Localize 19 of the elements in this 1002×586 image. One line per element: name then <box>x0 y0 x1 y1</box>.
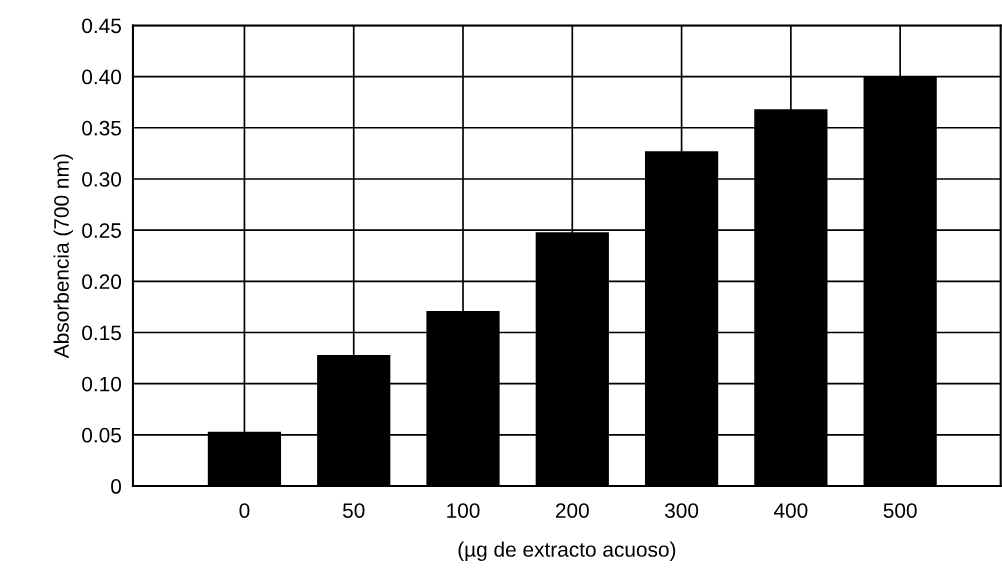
x-tick-label: 0 <box>239 503 250 518</box>
y-tick-label: 0 <box>111 479 122 494</box>
y-tick-label: 0.20 <box>82 274 122 290</box>
y-tick-label: 0.40 <box>82 69 122 85</box>
y-tick-label: 0.30 <box>82 171 122 187</box>
x-tick-label: 500 <box>883 503 917 518</box>
y-tick-label: 0.45 <box>82 18 121 34</box>
x-tick-label: 200 <box>555 503 589 518</box>
y-tick-label: 0.05 <box>82 427 121 443</box>
x-tick-label: 300 <box>665 503 699 518</box>
y-tick-label: 0.10 <box>82 376 122 392</box>
y-tick-label: 0.15 <box>82 325 121 341</box>
x-tick-label: 100 <box>447 503 480 518</box>
x-tick-label: 400 <box>773 503 808 518</box>
y-axis-title: Absorbencia (700 nm) <box>53 154 73 359</box>
x-axis-title: (µg de extracto acuoso) <box>458 541 676 561</box>
y-tick-label: 0.35 <box>82 120 121 136</box>
y-tick-label: 0.25 <box>82 223 121 238</box>
x-tick-label: 50 <box>342 503 365 518</box>
